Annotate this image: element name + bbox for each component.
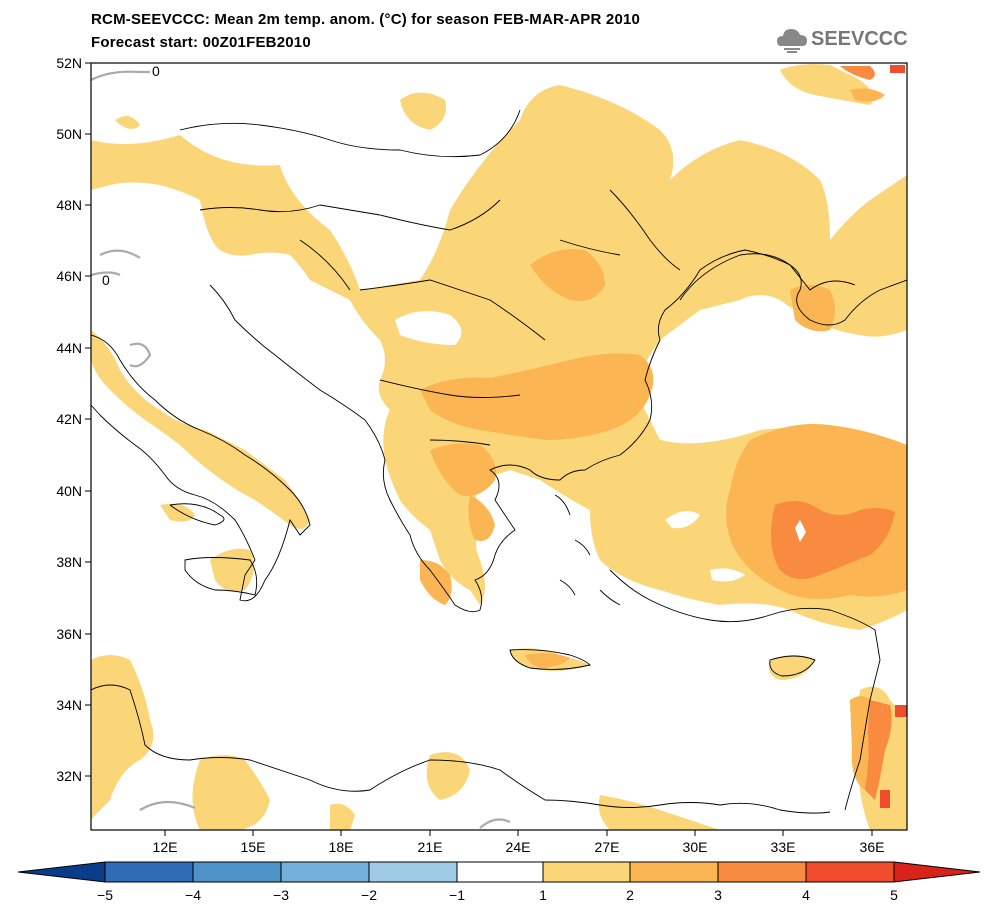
contour-label: 0 — [102, 272, 110, 288]
lat-label: 42N — [56, 411, 82, 427]
lon-label: 18E — [329, 839, 354, 855]
seevccc-logo: SEEVCCC — [775, 22, 915, 56]
lat-label: 48N — [56, 197, 82, 213]
colorbar-tick: 2 — [626, 887, 634, 903]
lat-label: 32N — [56, 768, 82, 784]
lon-label: 36E — [860, 839, 885, 855]
latitude-axis: 52N 50N 48N 46N 44N 42N 40N 38N 36N 34N … — [56, 55, 91, 784]
anomaly-field — [91, 64, 907, 830]
lat-label: 38N — [56, 554, 82, 570]
lon-label: 15E — [241, 839, 266, 855]
lat-label: 46N — [56, 268, 82, 284]
lon-label: 24E — [506, 839, 531, 855]
logo-text: SEEVCCC — [811, 28, 908, 50]
colorbar-tick: −4 — [185, 887, 201, 903]
colorbar-high-arrow — [893, 861, 981, 883]
lat-label: 44N — [56, 340, 82, 356]
plot-frame — [90, 62, 908, 831]
colorbar-tick: −3 — [273, 887, 289, 903]
forecast-start: Forecast start: 00Z01FEB2010 — [91, 34, 311, 51]
lat-label: 40N — [56, 483, 82, 499]
lat-label: 34N — [56, 697, 82, 713]
colorbar-tick: −5 — [97, 887, 113, 903]
colorbar-tick: −1 — [449, 887, 465, 903]
lon-label: 27E — [595, 839, 620, 855]
colorbar-tick: 1 — [539, 887, 547, 903]
colorbar — [17, 861, 981, 883]
lat-label: 36N — [56, 626, 82, 642]
longitude-axis: 12E 15E 18E 21E 24E 27E 30E 33E 36E — [153, 830, 885, 855]
lon-label: 30E — [683, 839, 708, 855]
colorbar-tick: 3 — [714, 887, 722, 903]
lon-label: 33E — [771, 839, 796, 855]
lat-label: 50N — [56, 126, 82, 142]
lon-label: 12E — [153, 839, 178, 855]
colorbar-ticks: −5 −4 −3 −2 −1 1 2 3 4 5 — [97, 887, 898, 903]
colorbar-tick: −2 — [361, 887, 377, 903]
cloud-logo-icon — [777, 29, 807, 53]
contour-label: 0 — [152, 63, 160, 79]
lat-label: 52N — [56, 55, 82, 71]
colorbar-tick: 5 — [890, 887, 898, 903]
lon-label: 21E — [418, 839, 443, 855]
coastlines — [91, 109, 907, 814]
colorbar-tick: 4 — [802, 887, 810, 903]
colorbar-low-arrow — [17, 861, 106, 883]
zero-contour — [90, 70, 511, 829]
map-title: RCM-SEEVCCC: Mean 2m temp. anom. (°C) fo… — [91, 11, 641, 28]
